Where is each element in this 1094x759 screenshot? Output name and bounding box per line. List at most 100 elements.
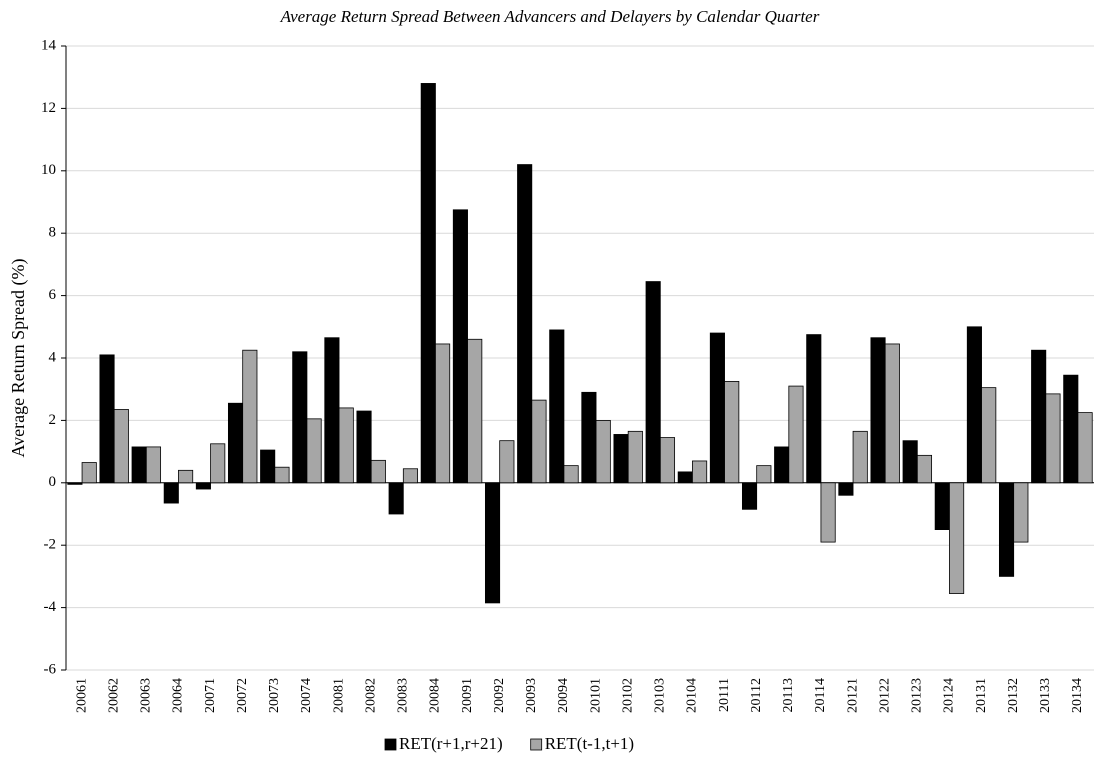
y-tick-label: 6 [49,287,57,303]
x-tick-label: 20073 [267,678,282,713]
x-tick-label: 20072 [235,678,250,713]
x-tick-label: 20124 [942,678,957,713]
bar [99,354,115,484]
bar [902,440,918,484]
bar [645,281,661,484]
x-tick-label: 20094 [556,678,571,713]
y-tick-label: 14 [41,37,57,53]
x-tick-label: 20101 [588,678,603,713]
bar [774,446,790,484]
bar [81,462,97,484]
bar [741,482,758,510]
y-tick-label: 2 [49,412,57,428]
bar [806,334,822,484]
x-tick-label: 20091 [460,678,475,713]
x-tick-label: 20131 [974,678,989,713]
x-tick-label: 20062 [106,678,121,713]
bar [306,418,322,484]
bar [467,338,483,484]
x-tick-label: 20133 [1038,678,1053,713]
x-tick-label: 20122 [877,678,892,713]
bar [627,430,643,484]
bar [870,337,886,484]
bar [338,407,354,484]
bar [499,440,515,484]
bar [692,460,708,484]
y-tick-label: 10 [41,162,56,178]
bar [260,449,276,484]
bar [210,443,226,484]
x-tick-label: 20102 [620,678,635,713]
bar [934,482,950,530]
bar [677,471,693,484]
x-tick-label: 20093 [524,678,539,713]
bar [724,380,740,484]
legend-swatch [384,738,397,751]
y-tick-label: 8 [49,225,57,241]
chart-title: Average Return Spread Between Advancers … [280,7,820,26]
bar [852,430,868,484]
bar [113,409,129,484]
bar [195,482,211,490]
x-tick-label: 20121 [845,678,860,713]
y-tick-label: 4 [49,349,57,365]
bar [838,482,854,496]
bar [274,466,290,484]
bar [420,83,436,484]
legend-label: RET(t-1,t+1) [545,734,634,753]
x-tick-label: 20103 [653,678,668,713]
bar [178,469,194,484]
bar [595,419,611,484]
y-tick-label: -6 [44,661,57,677]
bar [659,437,676,484]
x-tick-label: 20071 [203,678,218,713]
bar [402,468,419,484]
y-tick-label: -2 [44,537,57,553]
x-tick-label: 20081 [331,678,346,713]
x-tick-label: 20111 [717,678,732,712]
bar [820,482,836,543]
x-tick-label: 20114 [813,678,828,712]
bar [67,482,83,485]
bar [709,332,725,484]
bar [324,337,340,484]
x-tick-label: 20063 [139,678,154,713]
bar [1063,374,1079,484]
bar [163,482,179,504]
bar [581,391,597,484]
bar [131,446,147,484]
bar [292,351,308,484]
x-tick-label: 20104 [685,678,700,713]
bar [966,326,982,484]
x-tick-label: 20113 [781,678,796,712]
bar [788,385,804,484]
x-tick-label: 20092 [492,678,507,713]
bar [370,459,386,484]
bar [242,349,258,484]
bar [531,399,547,484]
bar [388,482,404,515]
x-tick-label: 20074 [299,678,314,713]
x-tick-label: 20084 [428,678,443,713]
bar [484,482,501,604]
x-tick-label: 20112 [749,678,764,712]
x-tick-label: 20083 [396,678,411,713]
bar [435,343,451,484]
bar [756,465,772,484]
bar [613,434,629,484]
x-tick-label: 20123 [910,678,925,713]
x-tick-label: 20061 [74,678,89,713]
x-tick-label: 20082 [363,678,378,713]
bar [1045,393,1061,484]
bar [452,209,468,484]
bar [916,454,933,484]
legend-swatch [530,738,543,751]
y-tick-label: 0 [49,474,57,490]
bar [998,482,1015,577]
x-tick-label: 20134 [1070,678,1085,713]
y-tick-label: 12 [41,100,56,116]
bar [145,446,162,484]
bar [949,482,965,594]
bar [1077,412,1093,484]
